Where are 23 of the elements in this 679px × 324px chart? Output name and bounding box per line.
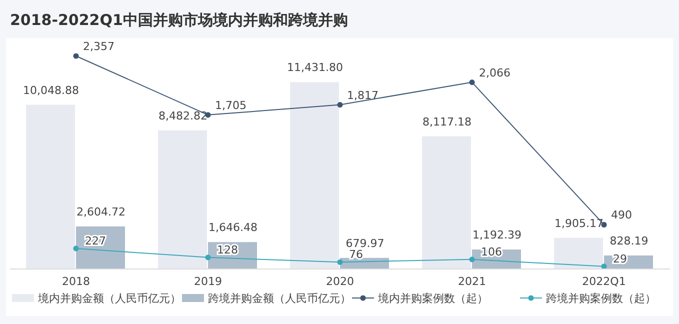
data-label: 828.19: [610, 234, 648, 248]
data-label: 679.97: [346, 236, 384, 250]
data-label: 128: [217, 243, 238, 256]
bar: [554, 238, 603, 269]
data-label: 1,192.39: [472, 228, 522, 242]
data-label: 2,357: [83, 40, 114, 53]
data-label: 227: [85, 234, 106, 248]
data-label: 29: [613, 252, 627, 266]
legend-label: 境内并购金额（人民币亿元）: [37, 292, 181, 305]
data-label: 76: [349, 248, 363, 262]
data-label: 10,048.88: [23, 84, 79, 97]
chart-title: 2018-2022Q1中国并购市场境内并购和跨境并购: [10, 11, 348, 29]
x-tick-label: 2019: [194, 275, 222, 288]
legend-label: 跨境并购金额（人民币亿元）: [208, 292, 351, 305]
x-tick-label: 2020: [326, 275, 354, 288]
legend-label: 境内并购案例数（起）: [377, 292, 488, 305]
legend-label: 跨境并购案例数（起）: [546, 292, 656, 305]
x-tick-label: 2021: [458, 275, 486, 288]
data-label: 490: [611, 208, 632, 222]
x-tick-label: 2018: [62, 275, 90, 288]
bar: [26, 104, 75, 269]
data-label: 106: [481, 245, 502, 258]
x-tick-label: 2022Q1: [582, 275, 626, 288]
